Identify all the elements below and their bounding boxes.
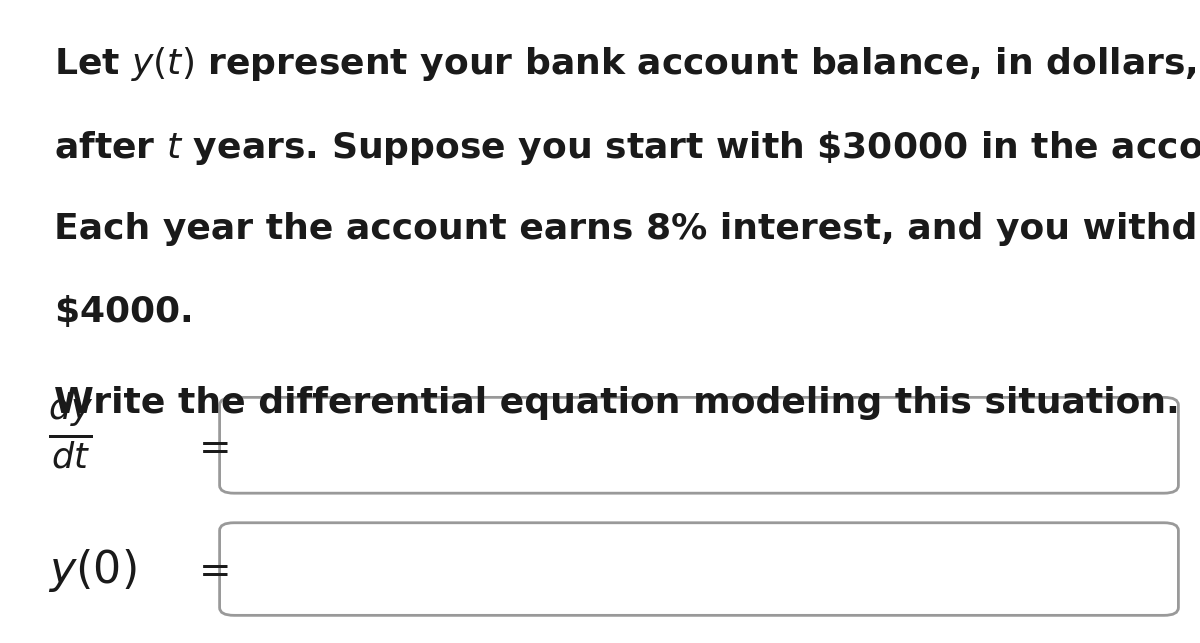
Text: after $t$ years. Suppose you start with $\mathbf{\$30000}$ in the account.: after $t$ years. Suppose you start with … xyxy=(54,129,1200,167)
Text: $\frac{dy}{dt}$: $\frac{dy}{dt}$ xyxy=(48,390,94,471)
Text: Let $y(t)$ represent your bank account balance, in dollars,: Let $y(t)$ represent your bank account b… xyxy=(54,45,1196,83)
Text: $=$: $=$ xyxy=(191,551,229,590)
Text: $=$: $=$ xyxy=(191,428,229,466)
Text: Write the differential equation modeling this situation.: Write the differential equation modeling… xyxy=(54,386,1180,420)
Text: $y(0)$: $y(0)$ xyxy=(48,547,137,594)
Text: $\mathbf{\$4000}$.: $\mathbf{\$4000}$. xyxy=(54,293,192,329)
Text: Each year the account earns 8% interest, and you withdraw: Each year the account earns 8% interest,… xyxy=(54,212,1200,246)
